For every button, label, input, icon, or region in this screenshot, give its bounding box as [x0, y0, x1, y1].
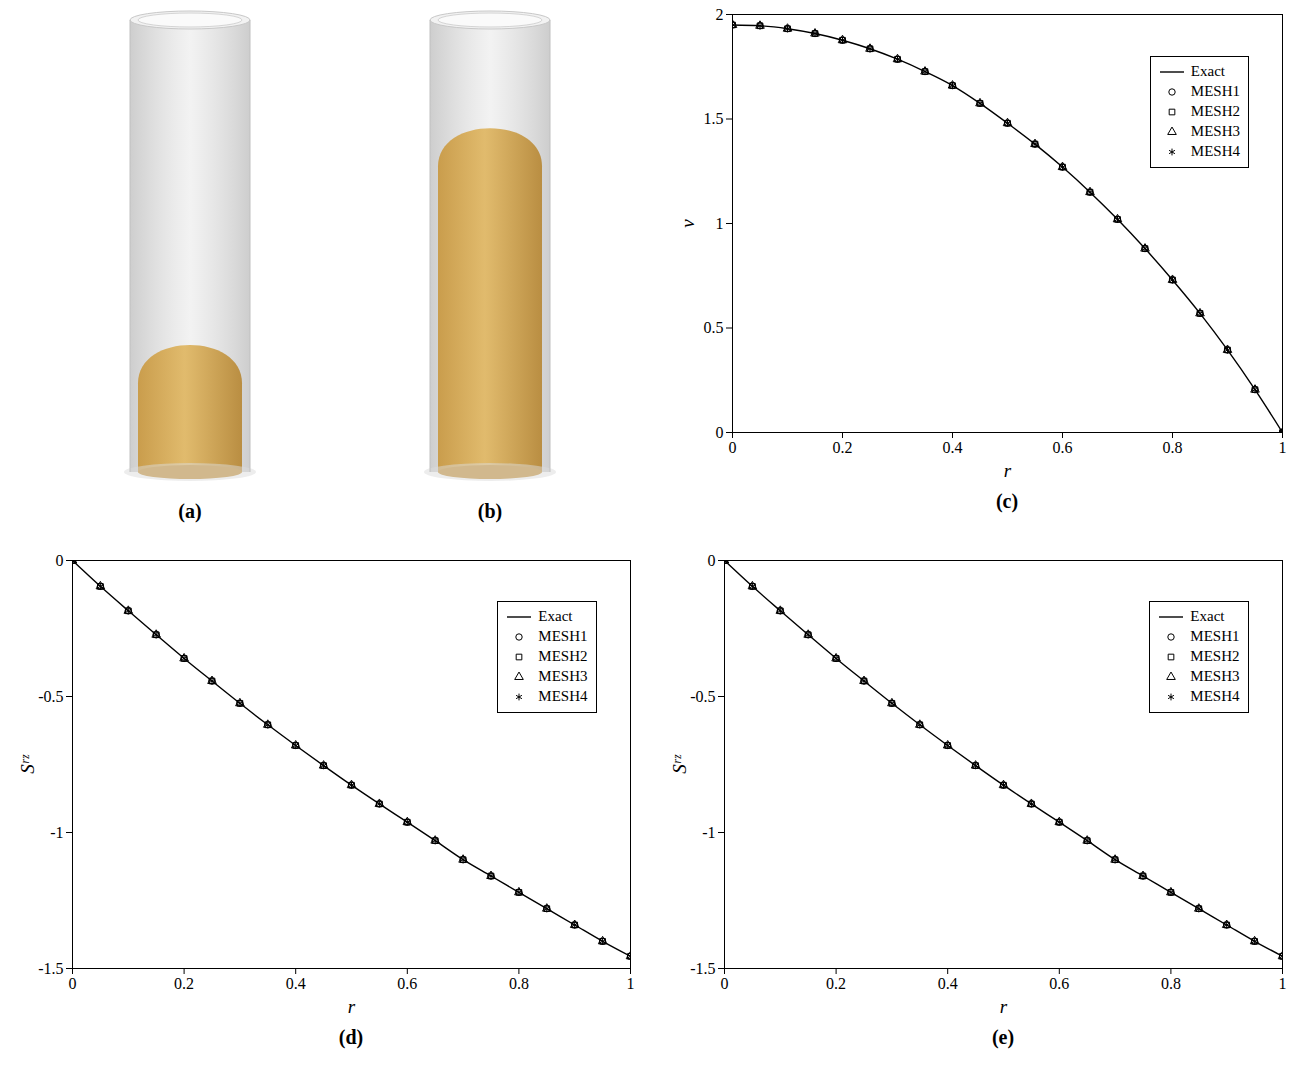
- html-text:(a): (a): [178, 500, 202, 522]
- svg-text:-1: -1: [702, 824, 715, 841]
- svg-text:1: 1: [716, 215, 724, 232]
- svg-text:0.4: 0.4: [286, 975, 306, 992]
- svg-text:-0.5: -0.5: [38, 688, 63, 705]
- svg-text:0: 0: [69, 975, 77, 992]
- html-text:MESH1: MESH1: [1190, 83, 1240, 100]
- svg-text:0.8: 0.8: [1163, 439, 1183, 456]
- svg-text:1: 1: [627, 975, 635, 992]
- html-text:MESH1: MESH1: [1190, 628, 1240, 645]
- svg-text:0: 0: [708, 552, 716, 569]
- svg-text:0.8: 0.8: [509, 975, 529, 992]
- svg-text:Sʳᶻ: Sʳᶻ: [17, 754, 38, 774]
- svg-text:-0.5: -0.5: [690, 688, 715, 705]
- svg-text:0.4: 0.4: [938, 975, 958, 992]
- html-text:Exact: Exact: [538, 608, 573, 625]
- html-text:MESH2: MESH2: [1190, 648, 1240, 665]
- html-text:Exact: Exact: [1190, 63, 1225, 80]
- html-text:Exact: Exact: [1190, 608, 1225, 625]
- html-text:MESH1: MESH1: [538, 628, 588, 645]
- svg-text:-1: -1: [50, 824, 63, 841]
- svg-text:0.6: 0.6: [1049, 975, 1069, 992]
- html-text:MESH3: MESH3: [1190, 123, 1240, 140]
- svg-text:0: 0: [729, 439, 737, 456]
- html-text:(e): (e): [991, 1026, 1015, 1048]
- svg-text:-1.5: -1.5: [38, 960, 63, 977]
- svg-text:1: 1: [1279, 439, 1287, 456]
- svg-text:0.8: 0.8: [1161, 975, 1181, 992]
- svg-text:1: 1: [1279, 975, 1287, 992]
- svg-text:-1.5: -1.5: [690, 960, 715, 977]
- html-text:(b): (b): [477, 500, 503, 522]
- html-text:MESH4: MESH4: [1190, 143, 1240, 160]
- svg-text:r: r: [348, 996, 356, 1017]
- svg-text:0.2: 0.2: [833, 439, 853, 456]
- svg-text:0.2: 0.2: [174, 975, 194, 992]
- html-text:(d): (d): [338, 1026, 364, 1048]
- html-text:MESH2: MESH2: [1190, 103, 1240, 120]
- svg-text:1.5: 1.5: [704, 110, 724, 127]
- svg-text:0.6: 0.6: [397, 975, 417, 992]
- html-text:MESH4: MESH4: [1190, 688, 1240, 705]
- svg-text:r: r: [1004, 460, 1012, 481]
- svg-text:0: 0: [56, 552, 64, 569]
- svg-text:r: r: [1000, 996, 1008, 1017]
- html-text:MESH3: MESH3: [538, 668, 588, 685]
- svg-text:v: v: [677, 219, 698, 228]
- html-text:MESH3: MESH3: [1190, 668, 1240, 685]
- svg-text:0.5: 0.5: [704, 319, 724, 336]
- html-text:MESH2: MESH2: [538, 648, 588, 665]
- svg-text:0: 0: [721, 975, 729, 992]
- svg-text:0.2: 0.2: [826, 975, 846, 992]
- svg-text:2: 2: [716, 6, 724, 23]
- svg-text:0.4: 0.4: [943, 439, 963, 456]
- svg-text:0.6: 0.6: [1053, 439, 1073, 456]
- svg-text:Sʳᶻ: Sʳᶻ: [669, 754, 690, 774]
- html-text:MESH4: MESH4: [538, 688, 588, 705]
- html-text:(c): (c): [995, 490, 1019, 512]
- svg-text:0: 0: [716, 424, 724, 441]
